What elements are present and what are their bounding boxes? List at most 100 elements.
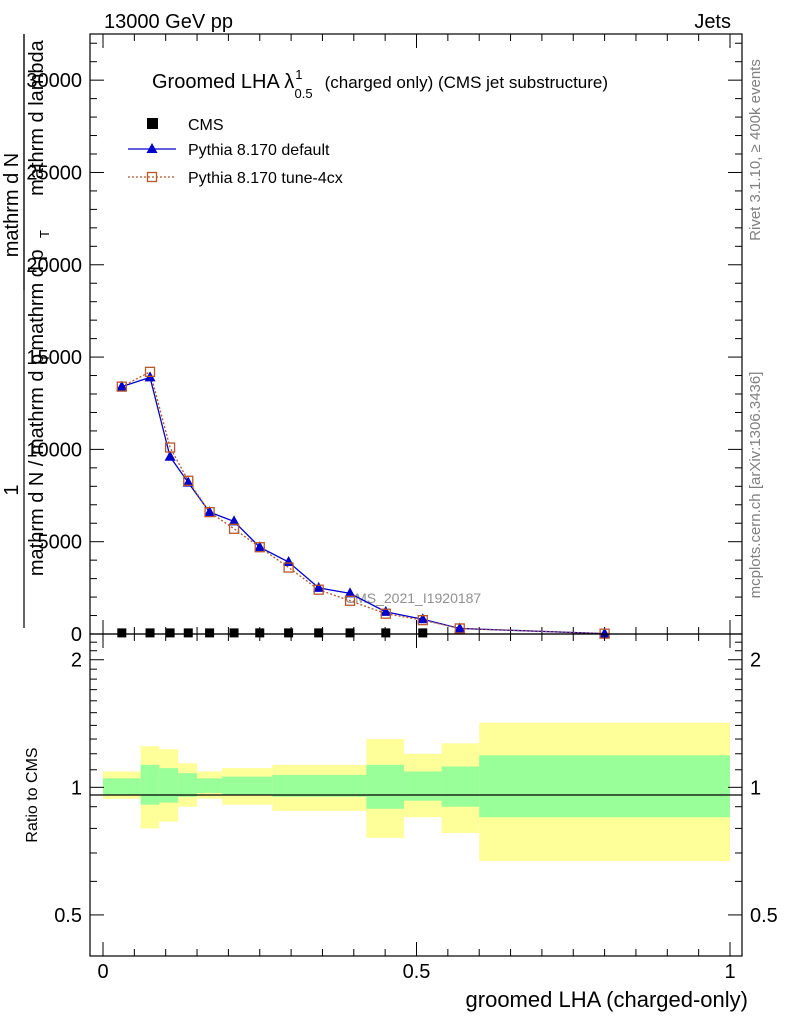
main-title-sup: 1 <box>295 67 302 82</box>
main-title-sub: 0.5 <box>295 86 313 101</box>
main-title-suffix: (charged only) (CMS jet substructure) <box>325 73 608 92</box>
ytick-label: 30000 <box>26 70 82 92</box>
xtick-label: 0 <box>97 961 108 983</box>
cms-point <box>145 628 155 638</box>
default-point <box>344 587 356 598</box>
ytick-label: 5000 <box>38 532 83 554</box>
tune-point <box>116 381 127 392</box>
series-layer <box>116 366 611 639</box>
cms-point <box>165 628 175 638</box>
ratio-ylabel: Ratio to CMS <box>24 747 41 842</box>
tune-point <box>228 523 240 534</box>
ylabel-line-2: mathrm d N / mathrm d p <box>26 354 48 576</box>
ratio-ytick-label-right: 2 <box>750 650 761 672</box>
main-ylabel: 1 mathrm d N / mathrm d p T mathrm d p T… <box>1 34 52 628</box>
cms-point <box>255 628 265 638</box>
cms-point <box>345 628 355 638</box>
tune-point <box>454 623 465 634</box>
ratio-band-inner <box>222 776 273 795</box>
default-point <box>599 627 611 638</box>
series-line <box>121 370 605 635</box>
topic-label: Jets <box>694 11 731 33</box>
ylabel-sub-2: T <box>37 230 52 238</box>
xtick-label: 1 <box>724 961 735 983</box>
tune-point <box>144 366 156 377</box>
xlabel: groomed LHA (charged-only) <box>466 987 748 1012</box>
main-panel: 0 5000 10000 15000 20000 25000 30000 Groomed L… <box>1 33 743 646</box>
tune-point <box>183 475 194 486</box>
cms-point <box>381 628 391 638</box>
xtick-label: 0.5 <box>403 961 431 983</box>
mcplots-label: mcplots.cern.ch [arXiv:1306.3436] <box>747 372 764 599</box>
ratio-band-inner <box>403 771 442 801</box>
ylabel-line-1: 1 <box>1 484 23 495</box>
ratio-band-inner <box>140 764 160 805</box>
cms-point <box>284 628 294 638</box>
main-ticks: 0 5000 10000 15000 20000 25000 30000 <box>26 34 742 646</box>
default-point <box>182 476 194 487</box>
default-point <box>380 605 392 616</box>
default-point <box>454 622 466 633</box>
ratio-ytick-label: 0.5 <box>54 905 82 927</box>
ytick-label: 15000 <box>26 347 82 369</box>
legend-cms-label: CMS <box>188 117 224 134</box>
ratio-band-inner <box>479 755 730 818</box>
legend-default-marker <box>146 143 158 153</box>
tune-point <box>380 608 391 619</box>
ratio-band-inner <box>103 778 141 795</box>
ratio-ytick-label-right: 1 <box>750 777 761 799</box>
analysis-label: CMS_2021_I1920187 <box>345 590 481 606</box>
cms-point <box>183 628 193 638</box>
energy-label: 13000 GeV pp <box>104 11 233 33</box>
tune-point <box>417 615 428 626</box>
legend-tune-marker <box>146 171 158 183</box>
default-point <box>313 581 325 592</box>
legend-cms-marker <box>147 118 158 129</box>
series-line <box>121 376 605 635</box>
ylabel-line-3: mathrm d p <box>26 249 48 350</box>
cms-point <box>418 628 428 638</box>
cms-point <box>117 628 127 638</box>
ylabel-line-4: mathrm d lambda <box>26 39 48 195</box>
ratio-ytick-label: 2 <box>71 650 82 672</box>
ytick-label: 0 <box>71 624 82 646</box>
legend-default-label: Pythia 8.170 default <box>188 142 330 159</box>
ratio-ytick-label-right: 0.5 <box>750 905 778 927</box>
legend: CMS Pythia 8.170 default Pythia 8.170 tu… <box>128 117 343 187</box>
tune-point <box>254 542 265 553</box>
main-title-text: Groomed LHA λ <box>152 71 294 93</box>
ratio-band-inner <box>272 774 367 797</box>
default-point <box>228 515 240 526</box>
main-title: Groomed LHA λ1 0.5 (charged only) (CMS jet… <box>152 67 608 101</box>
ratio-ticks: 0.5 0.5 1 1 2 2 0 0.5 1 <box>54 634 778 983</box>
band-layer <box>103 722 730 862</box>
ylabel-line-5: mathrm d N <box>1 153 23 257</box>
ratio-frame <box>89 633 743 957</box>
cms-point <box>314 628 324 638</box>
rivet-label: Rivet 3.1.10, ≥ 400k events <box>747 59 764 241</box>
ylabel-sub-1: T <box>37 354 52 362</box>
tune-point <box>283 562 294 573</box>
ytick-label: 10000 <box>26 439 82 461</box>
ratio-ytick-label: 1 <box>71 777 82 799</box>
ratio-band-inner <box>178 773 198 797</box>
default-point <box>116 380 128 391</box>
ratio-band-inner <box>197 778 223 793</box>
default-point <box>164 450 176 461</box>
legend-tune-label: Pythia 8.170 tune-4cx <box>188 170 343 187</box>
ratio-panel: 0.5 0.5 1 1 2 2 0 0.5 1 Ratio to CMS groomed LHA… <box>24 633 778 1012</box>
ratio-band-inner <box>441 766 480 807</box>
cms-point <box>205 628 215 638</box>
tune-point <box>313 584 324 595</box>
ytick-label: 25000 <box>26 162 82 184</box>
ratio-band-inner <box>159 768 179 803</box>
tune-point <box>344 595 356 606</box>
tune-point <box>164 442 176 453</box>
default-point <box>417 613 429 624</box>
tune-point <box>204 507 215 518</box>
ratio-band-inner <box>366 764 404 809</box>
default-point <box>254 541 266 552</box>
ytick-label: 20000 <box>26 255 82 277</box>
cms-point <box>229 628 239 638</box>
